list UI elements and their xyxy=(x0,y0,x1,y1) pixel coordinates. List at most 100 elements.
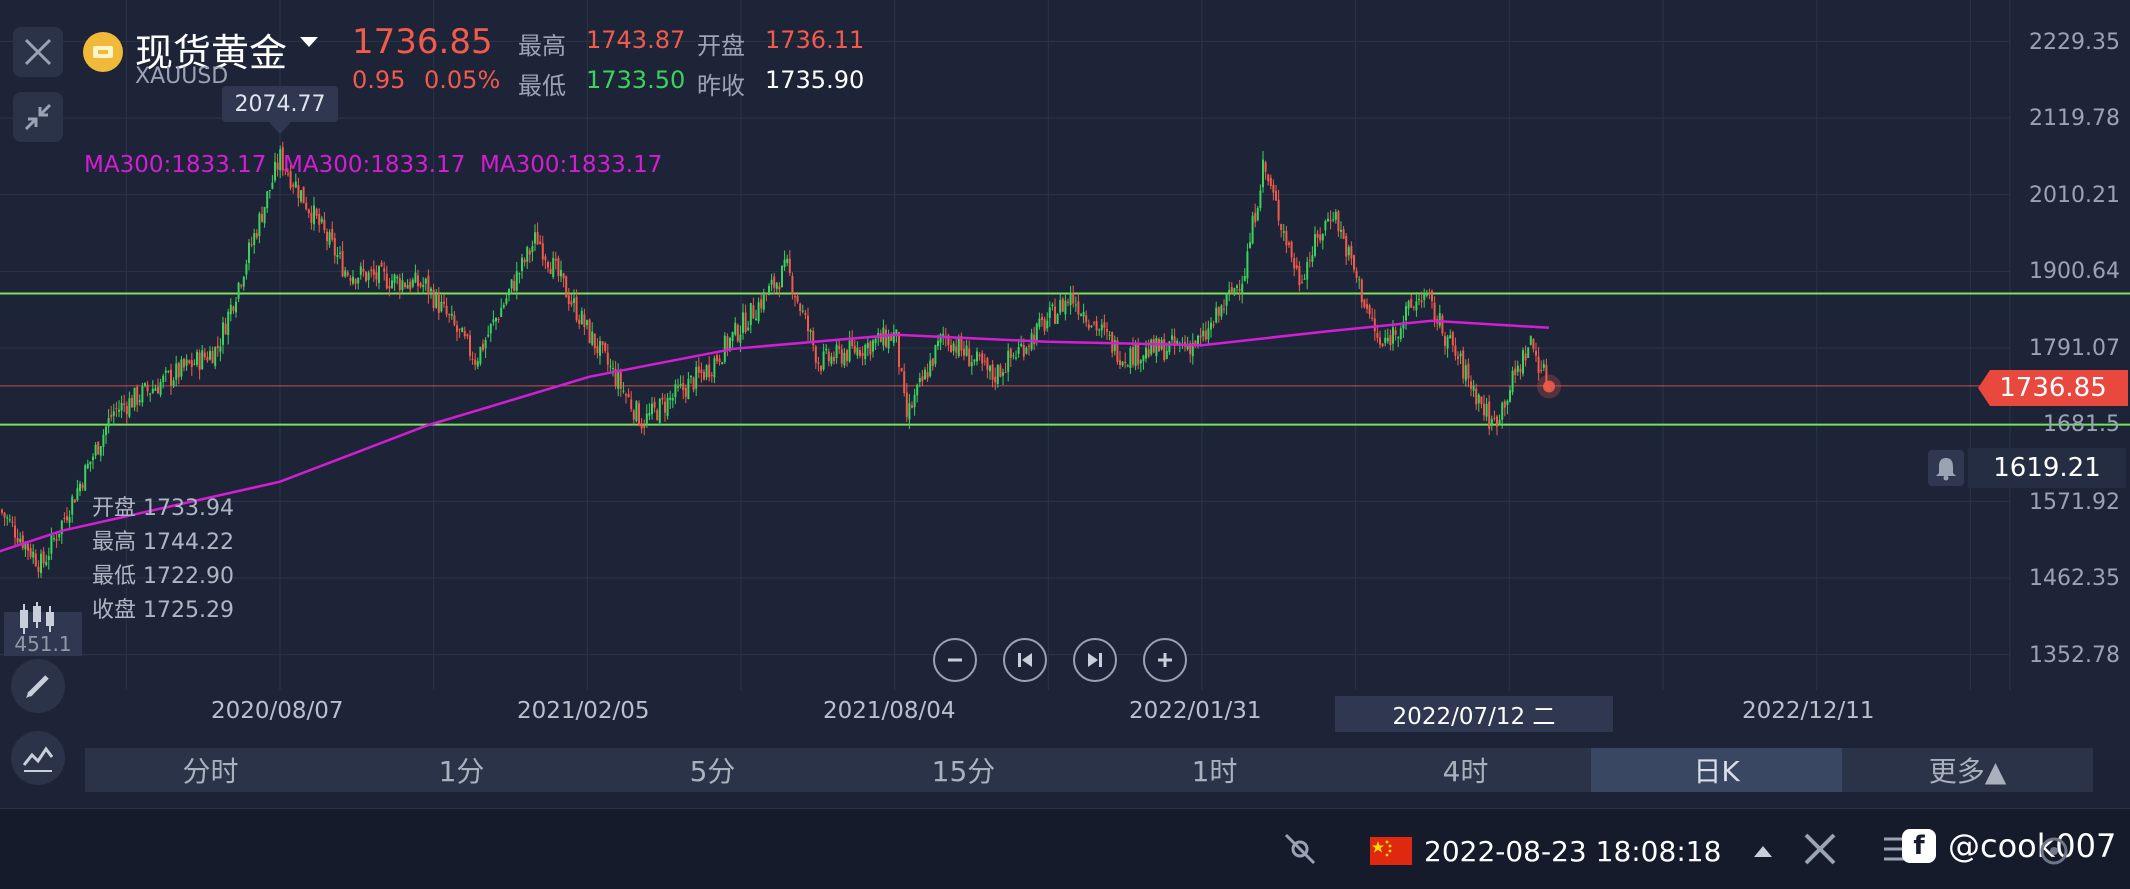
candle-body xyxy=(619,372,622,389)
candle-body xyxy=(744,312,747,332)
draw-tool-button[interactable] xyxy=(11,659,65,713)
ma-label-1: MA300:1833.17 xyxy=(84,152,267,178)
candle-body xyxy=(1490,419,1493,426)
tools-icon[interactable] xyxy=(1800,829,1840,869)
candle-body xyxy=(976,351,978,362)
candle-body xyxy=(994,376,997,383)
candle-body xyxy=(1498,419,1501,425)
tab-daily[interactable]: 日K xyxy=(1591,748,1842,792)
candle-body xyxy=(1163,339,1166,361)
candle-body xyxy=(63,518,66,520)
tab-more[interactable]: 更多▲ xyxy=(1928,755,2007,788)
candle-body xyxy=(1254,212,1257,223)
chevron-up-icon[interactable] xyxy=(1752,843,1774,859)
tab-timeshare[interactable]: 分时 xyxy=(182,755,239,788)
candle-body xyxy=(164,370,167,373)
zoom-out-button[interactable] xyxy=(933,638,977,682)
candle-body xyxy=(606,352,609,365)
symbol-dropdown-icon[interactable] xyxy=(298,34,320,54)
candle-body xyxy=(495,317,497,322)
tab-4hour[interactable]: 4时 xyxy=(1442,755,1489,788)
candle-body xyxy=(1449,335,1452,339)
close-button[interactable] xyxy=(13,27,63,77)
candle-body xyxy=(1051,304,1054,307)
candle-body xyxy=(760,299,763,309)
candle-body xyxy=(1420,300,1423,303)
candle-body xyxy=(242,276,245,287)
candle-body xyxy=(183,358,185,368)
candle-body xyxy=(362,268,365,272)
candle-body xyxy=(526,247,529,262)
candle-body xyxy=(21,535,24,549)
candle-body xyxy=(812,330,815,346)
candle-body xyxy=(924,369,926,380)
candle-body xyxy=(1103,322,1106,328)
candle-body xyxy=(682,383,685,391)
minus-icon xyxy=(948,658,962,662)
candle-body xyxy=(671,397,674,401)
candle-body xyxy=(120,403,123,411)
candle-body xyxy=(157,386,159,394)
candle-body xyxy=(53,538,55,540)
candle-body xyxy=(209,350,211,360)
candle-body xyxy=(133,387,136,408)
candle-body xyxy=(929,360,932,377)
zoom-in-button[interactable] xyxy=(1143,638,1187,682)
candle-body xyxy=(40,553,42,574)
candle-body xyxy=(664,401,666,413)
candle-body xyxy=(838,346,841,349)
price-alert-button[interactable] xyxy=(1928,450,1964,486)
tab-1hour[interactable]: 1时 xyxy=(1191,755,1238,788)
candle-body xyxy=(27,543,29,551)
candle-body xyxy=(341,250,344,277)
candle-body xyxy=(1082,312,1085,317)
candlestick-icon[interactable] xyxy=(16,600,56,636)
candle-body xyxy=(1444,335,1446,346)
candle-body xyxy=(261,213,263,222)
candle-body xyxy=(1155,338,1158,356)
symbol-name[interactable]: 现货黄金 xyxy=(135,31,288,75)
candle-body xyxy=(1215,307,1218,323)
candle-body xyxy=(775,282,778,289)
candle-body xyxy=(1321,233,1324,241)
candle-body xyxy=(1212,324,1215,326)
candle-body xyxy=(487,334,490,337)
candle-body xyxy=(1329,219,1332,222)
candle-body xyxy=(1124,361,1127,363)
candle-body xyxy=(518,273,521,275)
candle-body xyxy=(508,289,510,296)
alert-price-value[interactable]: 1619.21 xyxy=(1968,448,2126,488)
candle-body xyxy=(297,185,300,199)
candle-body xyxy=(1108,334,1111,336)
candle-body xyxy=(1433,302,1436,322)
high-value: 1743.87 xyxy=(586,26,686,54)
candle-body xyxy=(931,358,934,367)
candle-body xyxy=(86,463,89,469)
jump-start-button[interactable] xyxy=(1003,638,1047,682)
y-tick-label: 1352.78 xyxy=(2029,643,2120,668)
candle-body xyxy=(1173,336,1176,346)
tab-1min[interactable]: 1分 xyxy=(438,755,485,788)
tab-15min[interactable]: 15分 xyxy=(931,755,996,788)
pointer-tool-icon[interactable] xyxy=(1280,829,1320,869)
candle-body xyxy=(692,377,695,390)
candle-body xyxy=(266,191,269,209)
candle-body xyxy=(1451,332,1454,346)
candle-body xyxy=(1259,190,1262,209)
candle-body xyxy=(1002,372,1004,376)
candle-body xyxy=(575,296,578,321)
candle-body xyxy=(146,384,149,392)
price-chart[interactable] xyxy=(0,0,2130,760)
candle-body xyxy=(609,366,612,368)
open-label: 开盘 xyxy=(697,32,745,60)
candle-body xyxy=(866,342,869,349)
chart-area[interactable]: 现货黄金 XAUUSD 1736.85 0.95 0.05% 最高 1743.8… xyxy=(0,0,2130,785)
collapse-button[interactable] xyxy=(13,92,63,142)
tab-5min[interactable]: 5分 xyxy=(689,755,736,788)
jump-end-button[interactable] xyxy=(1073,638,1117,682)
candle-body xyxy=(201,350,204,370)
settings-icon[interactable] xyxy=(2036,833,2072,869)
candle-body xyxy=(1389,334,1392,346)
indicator-button[interactable] xyxy=(11,731,65,785)
candle-body xyxy=(453,315,456,325)
